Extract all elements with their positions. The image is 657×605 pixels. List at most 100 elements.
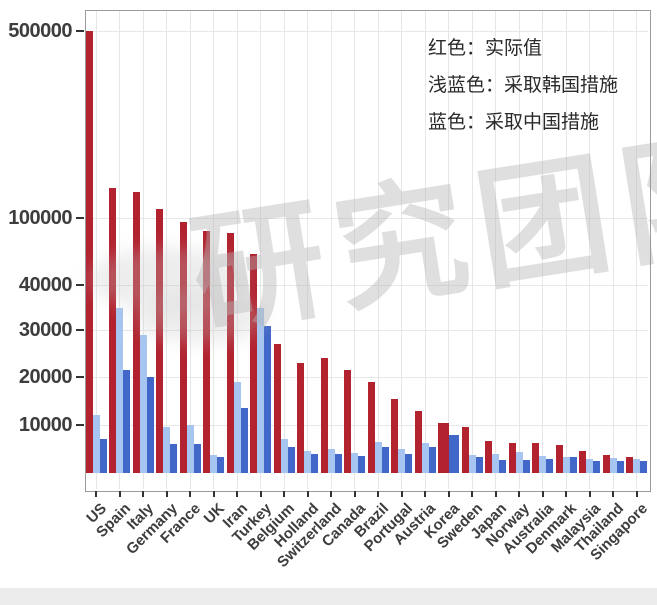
x-gridline xyxy=(330,11,332,489)
bar-china-Italy xyxy=(146,377,154,473)
bar-china-Korea xyxy=(448,434,459,473)
x-gridline xyxy=(471,11,473,489)
bar-actual-Thailand xyxy=(602,455,610,473)
bar-korea-Spain xyxy=(116,307,123,473)
bar-china-Iran xyxy=(240,408,248,473)
x-axis-tick-mark xyxy=(283,491,285,497)
bar-china-France xyxy=(193,444,201,473)
bar-china-Holland xyxy=(311,453,318,473)
y-axis-tick-label: 500000 xyxy=(8,20,72,42)
y-axis-tick-mark xyxy=(76,30,84,32)
bar-korea-Canada xyxy=(351,452,358,473)
bar-korea-Switzerland xyxy=(327,449,335,473)
x-axis-tick-mark xyxy=(306,491,309,497)
bar-actual-Korea xyxy=(438,423,449,473)
bar-china-Brazil xyxy=(381,446,389,473)
bar-actual-Singapore xyxy=(626,456,633,473)
y-axis-tick-label: 20000 xyxy=(18,366,73,388)
bar-actual-Australia xyxy=(532,442,539,473)
y-gridline xyxy=(86,425,648,426)
bar-korea-UK xyxy=(210,454,217,473)
bar-actual-Denmark xyxy=(555,445,563,473)
bar-china-Thailand xyxy=(616,460,624,473)
x-gridline xyxy=(542,11,543,489)
y-axis-tick-label: 40000 xyxy=(18,274,73,296)
y-gridline xyxy=(86,330,648,331)
bar-china-US xyxy=(99,439,107,473)
bar-actual-Japan xyxy=(485,440,492,473)
bar-actual-France xyxy=(179,222,187,473)
bar-korea-Iran xyxy=(233,381,241,473)
bar-korea-Japan xyxy=(492,453,499,473)
x-gridline xyxy=(636,11,637,489)
bar-actual-Spain xyxy=(109,187,116,473)
x-axis-tick-mark xyxy=(377,491,379,497)
bar-actual-Malaysia xyxy=(579,450,586,473)
x-gridline xyxy=(448,11,449,489)
x-axis-tick-mark xyxy=(494,491,497,497)
bar-actual-Austria xyxy=(414,410,422,473)
legend-china-label: 蓝色：采取中国措施 xyxy=(428,112,600,133)
bar-actual-Canada xyxy=(344,369,351,473)
x-axis-tick-mark xyxy=(471,491,473,497)
bar-korea-Norway xyxy=(515,451,523,473)
bar-china-Switzerland xyxy=(334,453,342,473)
bar-china-Portugal xyxy=(405,453,412,473)
bar-china-Norway xyxy=(522,459,530,473)
x-axis-tick-mark xyxy=(612,491,614,497)
bar-actual-US xyxy=(85,31,93,473)
bar-korea-Brazil xyxy=(374,441,382,473)
x-gridline xyxy=(518,11,520,489)
bar-china-Sweden xyxy=(475,457,483,473)
x-gridline xyxy=(495,11,496,489)
footer-strip xyxy=(0,588,657,605)
x-axis-tick-mark xyxy=(189,491,191,497)
legend-korea-label: 浅蓝色：采取韩国措施 xyxy=(428,75,619,96)
y-axis-tick-mark xyxy=(76,284,84,286)
bar-china-Spain xyxy=(123,369,130,473)
bar-korea-Portugal xyxy=(398,449,405,473)
bar-china-UK xyxy=(217,456,224,473)
bar-actual-Holland xyxy=(297,362,304,473)
y-axis-tick-mark xyxy=(76,424,84,426)
bar-actual-Portugal xyxy=(391,398,398,473)
bar-korea-Sweden xyxy=(468,454,476,473)
bar-actual-Belgium xyxy=(273,344,281,473)
y-gridline xyxy=(86,377,648,378)
bar-china-Malaysia xyxy=(593,460,600,473)
bar-korea-Belgium xyxy=(280,439,288,473)
x-gridline xyxy=(307,11,308,489)
bar-china-Belgium xyxy=(287,446,295,473)
x-axis-tick-mark xyxy=(541,491,544,497)
x-axis-tick-mark xyxy=(118,491,121,497)
x-gridline xyxy=(565,11,567,489)
bar-actual-Italy xyxy=(132,192,140,473)
x-axis-tick-mark xyxy=(400,491,403,497)
x-axis-tick-mark xyxy=(424,491,426,497)
x-gridline xyxy=(189,11,191,489)
bar-korea-Turkey xyxy=(257,307,264,473)
x-axis-tick-mark xyxy=(142,491,144,497)
x-gridline xyxy=(354,11,355,489)
bar-korea-Thailand xyxy=(609,458,617,473)
x-axis-tick-mark xyxy=(212,491,215,497)
x-gridline xyxy=(95,11,97,489)
x-gridline xyxy=(401,11,402,489)
bar-korea-France xyxy=(186,425,194,473)
bar-actual-Norway xyxy=(508,443,516,473)
y-axis-tick-label: 10000 xyxy=(18,414,73,436)
y-axis-tick-label: 100000 xyxy=(8,207,72,229)
legend-actual-label: 红色：实际值 xyxy=(428,38,543,59)
x-axis-tick-mark xyxy=(635,491,638,497)
bar-actual-Iran xyxy=(226,232,234,473)
x-gridline xyxy=(119,11,120,489)
x-axis-tick-mark xyxy=(518,491,520,497)
y-gridline xyxy=(86,285,648,286)
x-axis-tick-mark xyxy=(447,491,450,497)
x-gridline xyxy=(260,11,261,489)
bar-china-Australia xyxy=(546,459,553,473)
bar-china-Singapore xyxy=(640,460,647,473)
y-gridline xyxy=(86,31,648,32)
bar-china-Japan xyxy=(499,459,506,473)
y-axis-tick-label: 30000 xyxy=(18,319,73,341)
